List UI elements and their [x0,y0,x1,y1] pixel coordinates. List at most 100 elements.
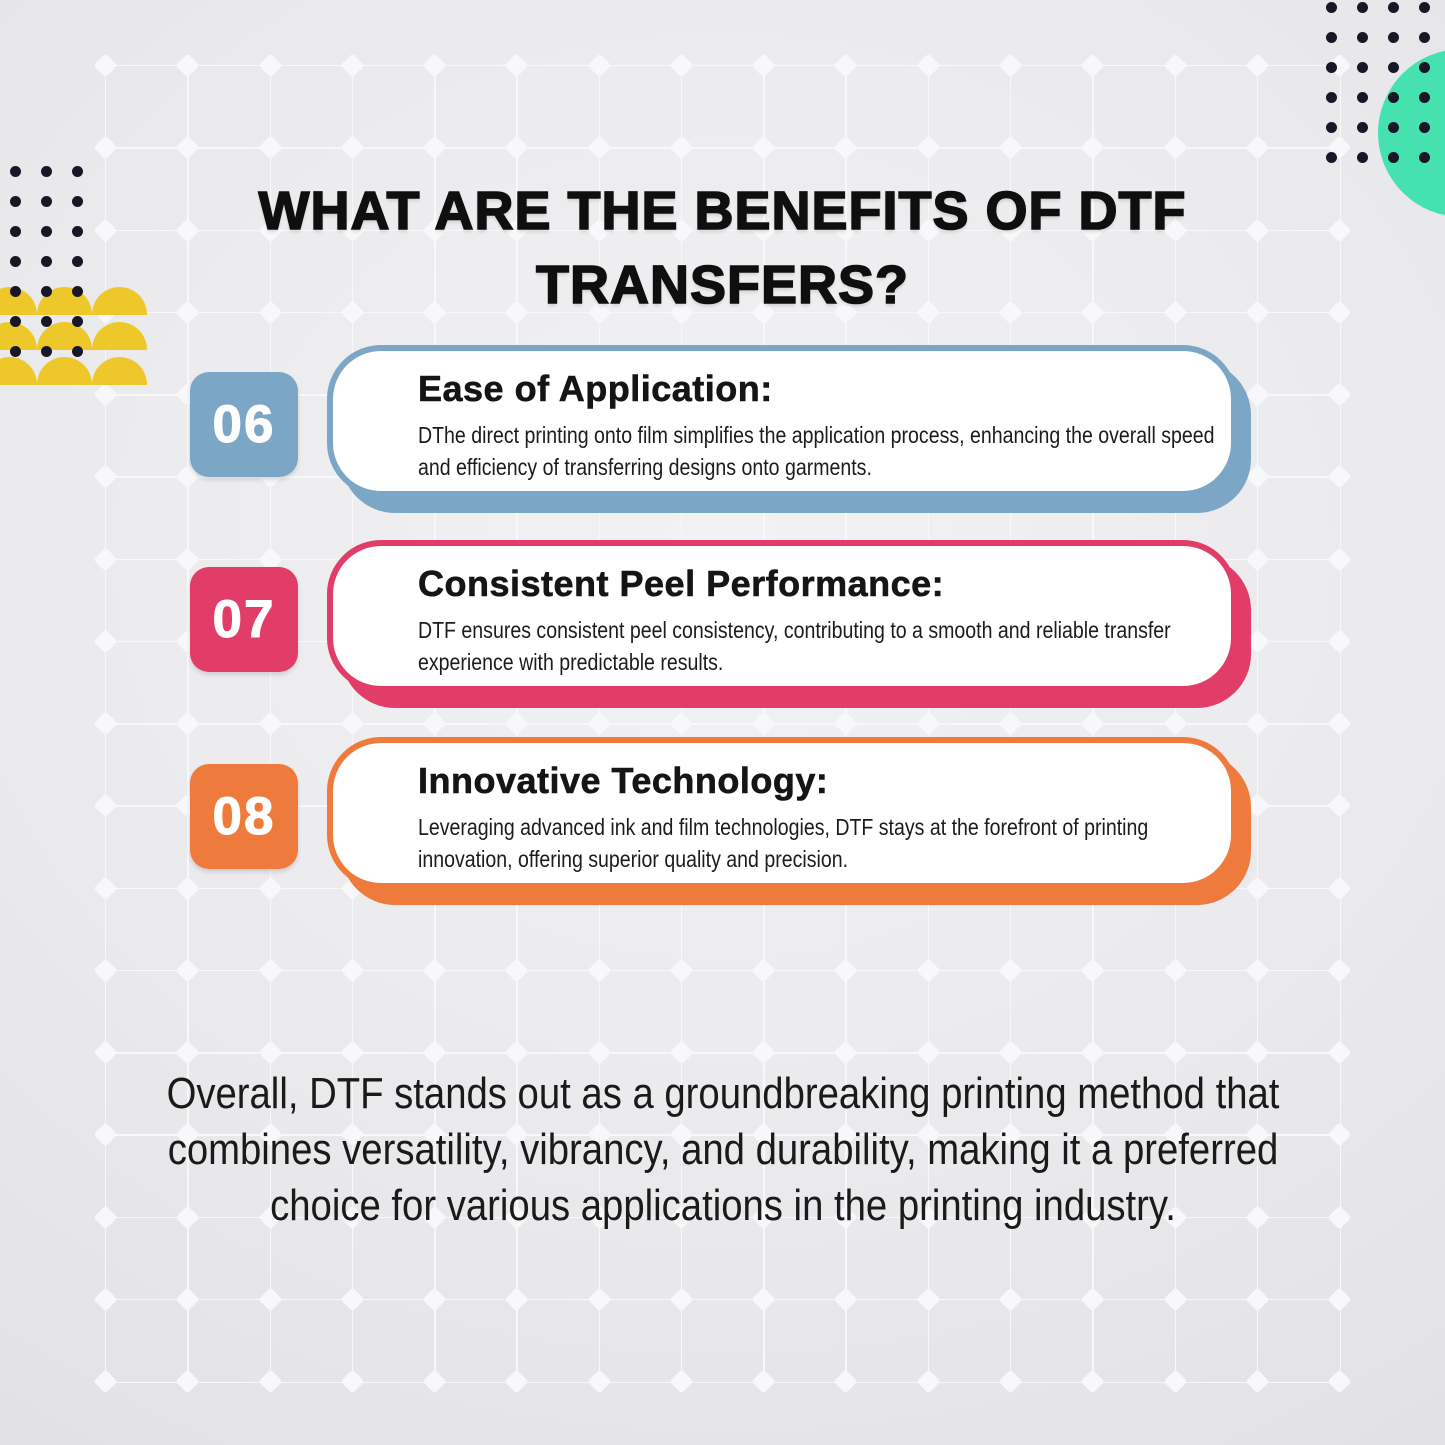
semicircle-row [0,357,147,385]
grid-diamond [587,1040,612,1065]
grid-diamond [175,958,200,983]
grid-diamond [1327,1287,1352,1312]
grid-cell [763,65,847,149]
grid-diamond [1327,217,1352,243]
grid-diamond [1327,958,1352,983]
benefit-description: Leveraging advanced ink and film technol… [418,814,1149,872]
grid-diamond [1162,135,1188,160]
grid-diamond [998,1369,1023,1394]
grid-diamond [587,711,612,736]
dot [41,196,52,207]
grid-diamond [258,53,283,78]
grid-diamond [93,1369,118,1394]
grid-diamond [504,1369,529,1394]
grid-cell [680,969,765,1054]
grid-cell [269,65,354,149]
grid-diamond [1245,711,1270,736]
grid-diamond [93,1040,118,1065]
grid-diamond [916,1040,941,1065]
page-title: WHAT ARE THE BENEFITS OF DTF TRANSFERS? [258,180,1187,316]
grid-diamond [93,53,118,78]
grid-cell [1092,65,1176,149]
grid-cell [680,65,765,149]
grid-diamond [916,711,941,736]
grid-diamond [833,958,858,983]
grid-diamond [504,1287,529,1312]
dot [1326,92,1337,103]
grid-diamond [1245,1369,1270,1394]
grid-diamond [1327,1040,1352,1065]
grid-cell [763,969,847,1054]
dot [1388,32,1399,43]
grid-diamond [1080,711,1105,736]
grid-diamond [1162,1287,1188,1312]
grid-diamond [1080,1369,1105,1394]
grid-diamond [751,711,776,736]
grid-cell [187,969,272,1054]
grid-diamond [751,958,776,983]
benefit-card: Consistent Peel Performance: DTF ensures… [327,540,1237,692]
grid-diamond [340,1369,365,1394]
grid-cell [105,65,189,149]
dot [72,256,83,267]
benefit-item-08: 08 Innovative Technology: Leveraging adv… [0,737,1445,907]
grid-cell [1256,65,1341,149]
dot [41,256,52,267]
grid-diamond [340,1040,365,1065]
grid-cell [1009,1298,1094,1383]
grid-cell [1256,1298,1341,1383]
grid-diamond [833,53,858,78]
dot [10,166,21,177]
grid-diamond [587,53,612,78]
dot [1326,152,1337,163]
grid-diamond [1162,53,1188,78]
grid-diamond [833,1287,858,1312]
grid-diamond [1080,958,1105,983]
benefit-item-07: 07 Consistent Peel Performance: DTF ensu… [0,540,1445,710]
grid-diamond [93,711,118,736]
grid-diamond [175,1287,200,1312]
grid-cell [269,969,354,1054]
grid-cell [516,969,601,1054]
grid-diamond [587,958,612,983]
grid-diamond [1162,958,1188,983]
grid-diamond [93,958,118,983]
grid-cell [763,1298,847,1383]
grid-diamond [340,711,365,736]
grid-cell [927,969,1012,1054]
grid-diamond [669,711,694,736]
yellow-semicircle [37,287,92,315]
benefit-number: 07 [212,590,276,650]
yellow-semicircle [37,357,92,385]
dot [1357,152,1368,163]
grid-cell [1009,65,1094,149]
benefit-number-badge: 06 [190,372,298,477]
yellow-semicircle [0,322,37,350]
grid-cell [1174,969,1259,1054]
grid-diamond [1080,53,1105,78]
grid-diamond [422,135,447,160]
grid-diamond [833,711,858,736]
grid-cell [434,969,518,1054]
grid-cell [598,65,683,149]
dot [41,166,52,177]
dot [72,226,83,237]
grid-diamond [669,53,694,78]
yellow-semicircle [92,287,147,315]
grid-diamond [1327,711,1352,736]
grid-cell [598,1298,683,1383]
grid-diamond [422,958,447,983]
grid-diamond [1245,135,1270,160]
grid-diamond [504,958,529,983]
grid-cell [187,65,272,149]
grid-diamond [751,53,776,78]
grid-diamond [669,1369,694,1394]
grid-diamond [1162,1369,1188,1394]
grid-diamond [998,1287,1023,1312]
dot [1326,62,1337,73]
grid-diamond [340,1287,365,1312]
grid-diamond [258,1040,283,1065]
dot [1357,122,1368,133]
grid-cell [351,969,436,1054]
grid-cell [845,969,930,1054]
